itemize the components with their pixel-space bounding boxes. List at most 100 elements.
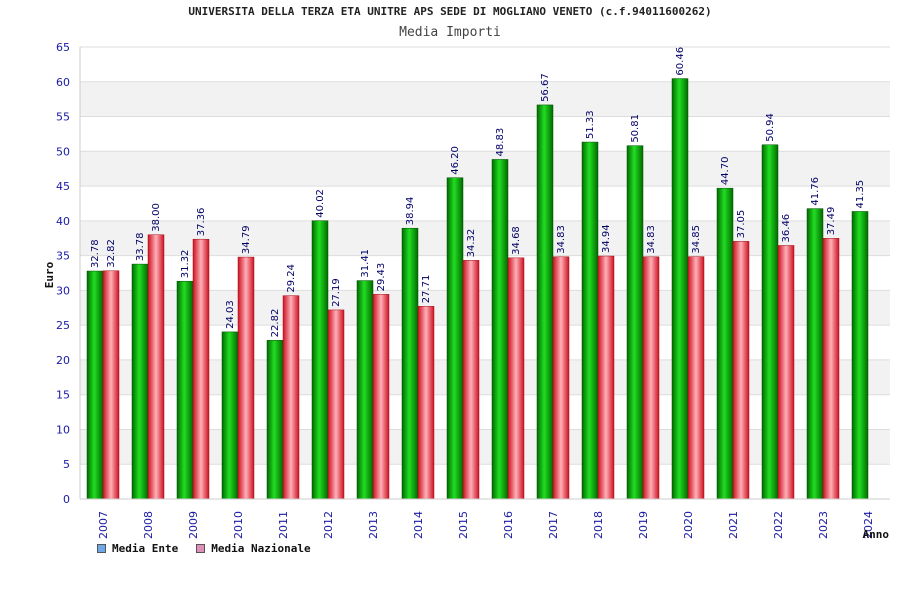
x-tick-label: 2018 <box>592 511 605 539</box>
bar-media-nazionale <box>417 306 435 500</box>
bar-media-ente <box>581 141 599 500</box>
x-tick-label: 2023 <box>817 511 830 539</box>
data-label-media-nazionale: 34.83 <box>646 225 657 254</box>
y-tick-label: 0 <box>63 493 70 506</box>
data-label-media-ente: 33.78 <box>135 232 146 261</box>
bar-media-nazionale <box>687 256 705 500</box>
y-tick-label: 55 <box>56 111 70 124</box>
bar-media-nazionale <box>237 256 255 500</box>
data-label-media-nazionale: 38.00 <box>151 203 162 232</box>
data-label-media-ente: 31.32 <box>180 250 191 279</box>
bar-media-ente <box>131 263 149 500</box>
background-band <box>80 81 890 117</box>
bar-media-ente <box>311 220 329 500</box>
bar-media-nazionale <box>732 241 750 500</box>
bar-media-ente <box>446 177 464 500</box>
x-tick-label: 2020 <box>682 511 695 539</box>
y-tick-label: 35 <box>56 250 70 263</box>
data-label-media-ente: 48.83 <box>495 128 506 157</box>
legend-swatch-media-nazionale <box>196 544 206 553</box>
data-label-media-ente: 60.46 <box>675 47 686 76</box>
data-label-media-ente: 50.94 <box>765 113 776 142</box>
chart-title: UNIVERSITA DELLA TERZA ETA UNITRE APS SE… <box>188 5 712 18</box>
bar-media-ente <box>86 270 104 500</box>
y-tick-label: 40 <box>56 215 70 228</box>
x-tick-label: 2022 <box>772 511 785 539</box>
data-label-media-ente: 56.67 <box>540 73 551 102</box>
legend: Media Ente Media Nazionale <box>97 542 311 555</box>
y-tick-label: 45 <box>56 180 70 193</box>
data-label-media-nazionale: 34.94 <box>601 224 612 253</box>
bar-media-nazionale <box>642 256 660 500</box>
bar-media-nazionale <box>147 234 165 500</box>
data-label-media-ente: 44.70 <box>720 157 731 186</box>
y-tick-label: 60 <box>56 76 70 89</box>
bar-media-nazionale <box>597 255 615 500</box>
x-tick-label: 2012 <box>322 511 335 539</box>
data-label-media-ente: 40.02 <box>315 189 326 218</box>
data-label-media-ente: 38.94 <box>405 197 416 226</box>
data-label-media-nazionale: 34.83 <box>556 225 567 254</box>
data-label-media-ente: 41.76 <box>810 177 821 206</box>
data-label-media-ente: 51.33 <box>585 110 596 139</box>
data-label-media-ente: 50.81 <box>630 114 641 143</box>
x-axis-label: Anno <box>863 528 890 541</box>
y-tick-label: 15 <box>56 389 70 402</box>
x-tick-label: 2017 <box>547 511 560 539</box>
y-tick-label: 25 <box>56 319 70 332</box>
bar-media-ente <box>401 227 419 500</box>
x-tick-label: 2008 <box>142 511 155 539</box>
data-label-media-ente: 32.78 <box>90 239 101 268</box>
x-tick-label: 2021 <box>727 511 740 539</box>
data-label-media-nazionale: 37.05 <box>736 210 747 239</box>
chart-subtitle: Media Importi <box>399 25 501 40</box>
bar-media-nazionale <box>822 238 840 500</box>
data-label-media-nazionale: 37.36 <box>196 208 207 237</box>
data-label-media-nazionale: 36.46 <box>781 214 792 243</box>
y-tick-label: 50 <box>56 145 70 158</box>
bar-media-ente <box>851 211 869 500</box>
bar-media-nazionale <box>282 295 300 500</box>
x-tick-label: 2011 <box>277 511 290 539</box>
data-label-media-nazionale: 27.71 <box>421 275 432 304</box>
data-label-media-nazionale: 34.85 <box>691 225 702 254</box>
x-tick-label: 2013 <box>367 511 380 539</box>
bar-media-ente <box>626 145 644 500</box>
bar-media-ente <box>536 104 554 500</box>
x-tick-label: 2007 <box>97 511 110 539</box>
data-label-media-nazionale: 32.82 <box>106 239 117 268</box>
data-label-media-nazionale: 34.79 <box>241 225 252 254</box>
data-label-media-ente: 24.03 <box>225 300 236 329</box>
bar-media-ente <box>491 159 509 500</box>
data-label-media-nazionale: 29.24 <box>286 264 297 293</box>
bar-media-ente <box>671 78 689 500</box>
background-band <box>80 359 890 395</box>
legend-item-media-nazionale: Media Nazionale <box>196 542 311 555</box>
y-tick-label: 10 <box>56 423 70 436</box>
data-label-media-nazionale: 37.49 <box>826 207 837 236</box>
bar-media-nazionale <box>552 256 570 500</box>
bar-media-ente <box>176 280 194 500</box>
bar-media-ente <box>806 208 824 500</box>
y-tick-label: 20 <box>56 354 70 367</box>
data-label-media-nazionale: 27.19 <box>331 278 342 307</box>
data-label-media-ente: 31.41 <box>360 249 371 278</box>
data-label-media-ente: 22.82 <box>270 309 281 338</box>
data-label-media-nazionale: 34.32 <box>466 229 477 258</box>
background-band <box>80 220 890 256</box>
y-tick-label: 30 <box>56 284 70 297</box>
bar-media-ente <box>716 187 734 500</box>
x-tick-label: 2009 <box>187 511 200 539</box>
bar-media-nazionale <box>102 270 120 500</box>
x-tick-label: 2015 <box>457 511 470 539</box>
x-tick-label: 2024 <box>862 511 875 539</box>
bar-media-nazionale <box>372 294 390 500</box>
bar-media-ente <box>266 340 284 500</box>
bar-media-nazionale <box>462 260 480 500</box>
legend-swatch-media-ente <box>97 544 106 553</box>
y-axis-label: Euro <box>43 261 56 288</box>
data-label-media-nazionale: 34.68 <box>511 226 522 255</box>
bar-media-ente <box>761 144 779 500</box>
bar-media-ente <box>356 280 374 500</box>
